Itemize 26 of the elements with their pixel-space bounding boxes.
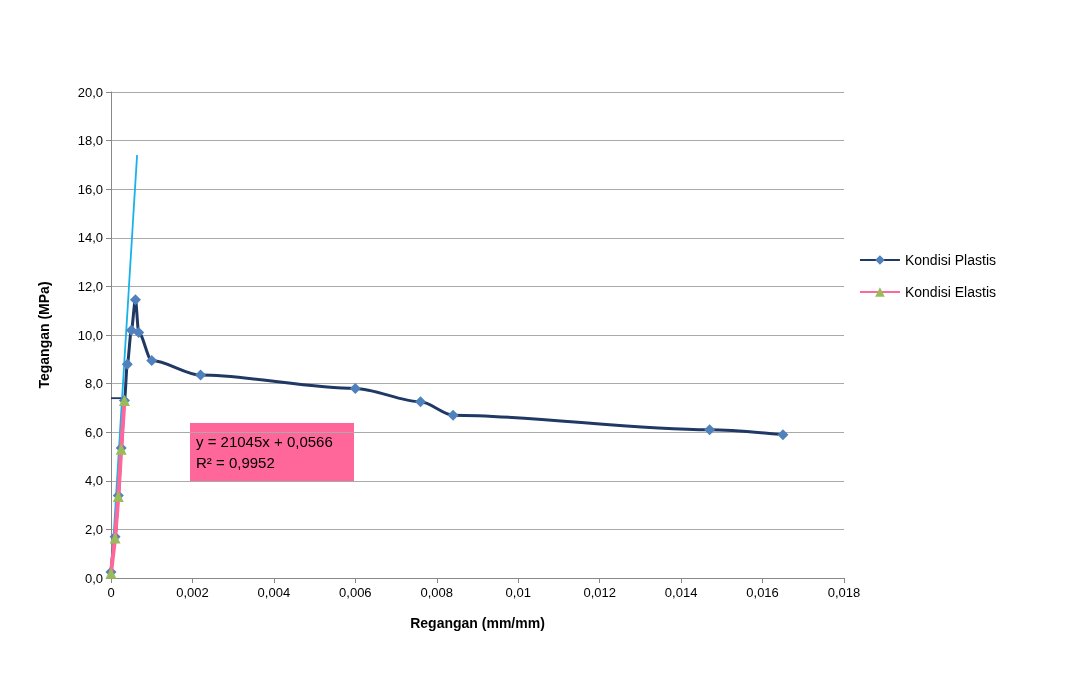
- y-tick-label: 20,0: [77, 84, 103, 100]
- x-tick-label: 0,01: [505, 585, 531, 600]
- y-tick-label: 8,0: [84, 376, 103, 392]
- y-axis-title: Tegangan (MPa): [36, 281, 52, 389]
- y-tick-label: 18,0: [77, 133, 103, 149]
- x-tick-label: 0,014: [664, 585, 698, 600]
- x-tick-label: 0,012: [583, 585, 616, 600]
- y-tick-label: 14,0: [77, 230, 103, 246]
- x-tick-label: 0,008: [420, 585, 454, 600]
- y-tick-label: 4,0: [84, 473, 103, 489]
- legend-label: Kondisi Elastis: [904, 284, 997, 300]
- x-tick-label: 0,002: [176, 585, 209, 600]
- legend-label: Kondisi Plastis: [904, 252, 997, 268]
- y-tick-label: 16,0: [77, 181, 103, 197]
- y-tick-label: 12,0: [77, 278, 103, 294]
- x-tick-label: 0,018: [827, 585, 861, 600]
- x-tick-label: 0,016: [746, 585, 779, 600]
- y-tick-label: 10,0: [77, 327, 103, 343]
- annotation: y = 21045x + 0,0566 R² = 0,9952: [196, 433, 333, 471]
- x-axis-title: Regangan (mm/mm): [410, 615, 545, 631]
- x-tick-label: 0: [107, 585, 115, 600]
- y-tick-label: 0,0: [84, 570, 103, 586]
- y-tick-label: 6,0: [84, 424, 103, 440]
- y-tick-label: 2,0: [84, 521, 103, 537]
- x-tick-label: 0,006: [339, 585, 372, 600]
- x-tick-label: 0,004: [257, 585, 291, 600]
